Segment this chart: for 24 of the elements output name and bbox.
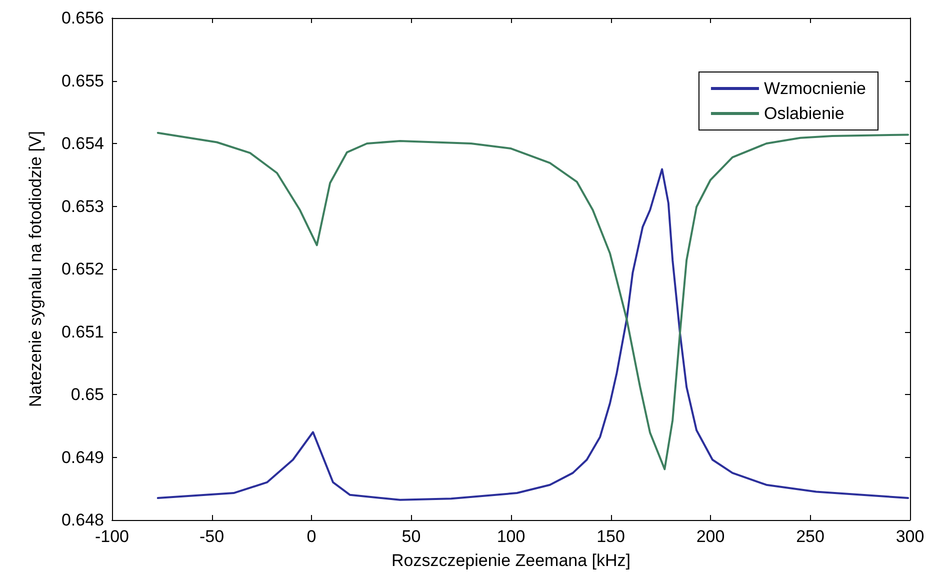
x-tick-label: 250 — [796, 527, 824, 546]
x-tick-label: -100 — [94, 527, 130, 546]
x-tick-label: 50 — [402, 527, 421, 546]
y-tick-label: 0.654 — [61, 134, 104, 153]
x-tick-label: 100 — [496, 527, 526, 546]
y-tick-label: 0.651 — [61, 322, 104, 342]
x-tick-label: 0 — [306, 527, 316, 546]
x-axis-title: Rozszczepienie Zeemana [kHz] — [391, 551, 631, 570]
y-tick-label: 0.652 — [61, 260, 104, 278]
x-tick-label: -50 — [199, 527, 224, 546]
y-tick-label: 0.653 — [61, 196, 104, 216]
x-tick-label: 300 — [896, 527, 924, 546]
x-tick-label: 150 — [596, 527, 625, 546]
y-tick-label: 0.648 — [61, 510, 104, 530]
legend-label: Wzmocnienie — [764, 79, 866, 98]
legend-label: Oslabienie — [764, 104, 844, 123]
y-axis-title: Natezenie sygnalu na fotodiodzie [V] — [26, 131, 45, 407]
line-series — [156, 168, 910, 501]
y-tick-label: 0.656 — [61, 8, 104, 28]
line-series — [156, 132, 910, 470]
y-tick-label: 0.65 — [70, 385, 104, 404]
y-tick-label: 0.655 — [61, 71, 104, 90]
y-tick-label: 0.649 — [61, 448, 104, 467]
x-tick-label: 200 — [696, 527, 725, 546]
